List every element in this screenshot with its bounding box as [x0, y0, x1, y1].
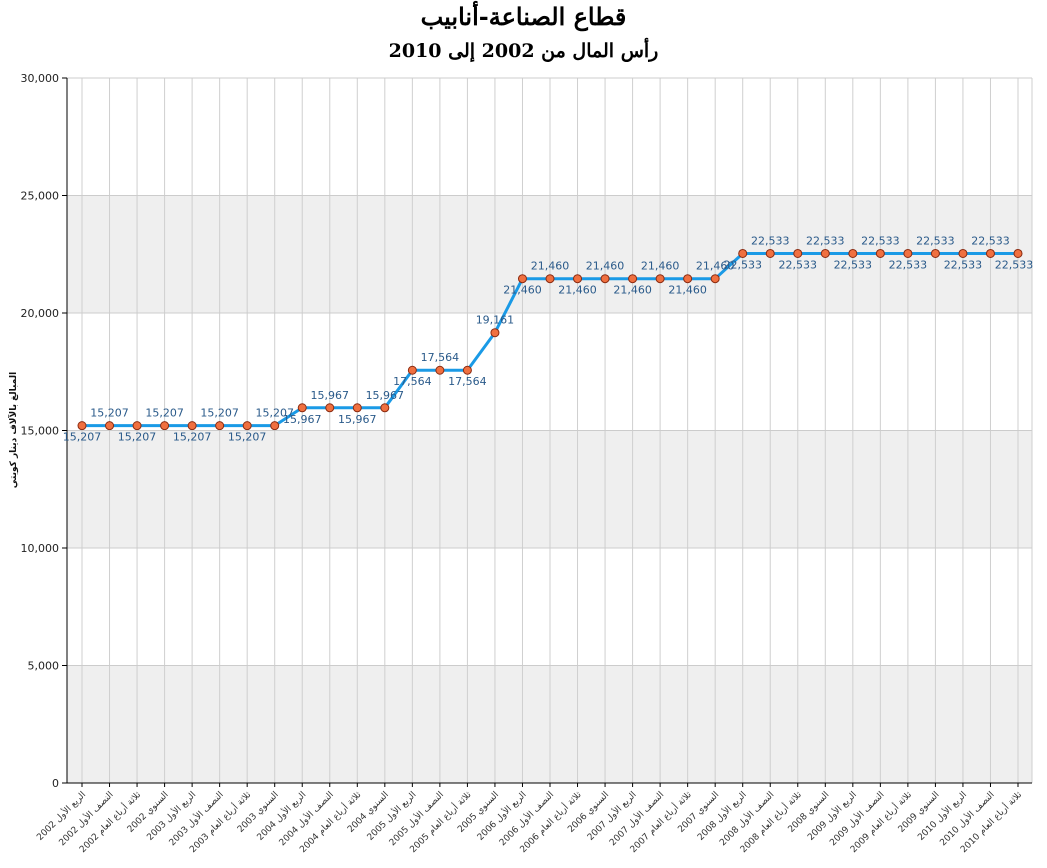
- data-label: 22,533: [889, 258, 928, 271]
- data-point: [930, 248, 940, 258]
- data-point: [573, 274, 583, 284]
- series-markers: [77, 248, 1023, 431]
- data-label: 15,967: [366, 389, 405, 402]
- data-point: [793, 248, 803, 258]
- data-label: 21,460: [641, 260, 680, 273]
- data-point: [407, 365, 417, 375]
- data-label: 15,207: [200, 407, 239, 420]
- y-tick-label: 15,000: [21, 425, 60, 438]
- data-point: [517, 274, 527, 284]
- data-label: 21,460: [668, 284, 707, 297]
- y-tick-label: 0: [52, 777, 59, 790]
- y-tick-label: 20,000: [21, 307, 60, 320]
- x-tick-label: 2008 الربع الأول: [695, 789, 749, 843]
- data-label: 22,533: [806, 234, 845, 247]
- data-point: [848, 248, 858, 258]
- data-point: [297, 403, 307, 413]
- data-label: 17,564: [393, 375, 432, 388]
- x-tick-label: 2009 الربع الأول: [805, 789, 859, 843]
- data-label: 22,533: [971, 234, 1010, 247]
- data-point: [160, 421, 170, 431]
- data-point: [77, 421, 87, 431]
- data-label: 22,533: [916, 234, 955, 247]
- data-point: [242, 421, 252, 431]
- y-tick-label: 5,000: [28, 660, 60, 673]
- x-tick-label: 2007 الربع الأول: [585, 789, 639, 843]
- data-label: 22,533: [834, 258, 873, 271]
- data-label: 17,564: [448, 375, 487, 388]
- data-point: [380, 403, 390, 413]
- x-tick-label: 2003 الربع الأول: [144, 789, 198, 843]
- data-point: [435, 365, 445, 375]
- chart-subtitle: رأس المال من 2002 إلى 2010: [388, 40, 659, 62]
- data-label: 21,460: [503, 284, 542, 297]
- data-label: 15,967: [283, 413, 322, 426]
- data-label: 19,161: [476, 314, 515, 327]
- data-point: [875, 248, 885, 258]
- data-label: 15,207: [255, 407, 294, 420]
- data-point: [710, 274, 720, 284]
- data-label: 15,207: [228, 431, 267, 444]
- data-point: [352, 403, 362, 413]
- data-point: [325, 403, 335, 413]
- data-point: [545, 274, 555, 284]
- data-point: [985, 248, 995, 258]
- data-point: [655, 274, 665, 284]
- data-point: [187, 421, 197, 431]
- y-axis-label: المبالغ بالآلاف دينار كويتي: [7, 372, 19, 488]
- data-point: [600, 274, 610, 284]
- data-label: 22,533: [779, 258, 818, 271]
- data-point: [738, 248, 748, 258]
- data-label: 22,533: [751, 234, 790, 247]
- data-label: 22,533: [995, 258, 1034, 271]
- data-label: 22,533: [944, 258, 983, 271]
- x-tick-label: 2002 الربع الأول: [34, 789, 88, 843]
- data-point: [105, 421, 115, 431]
- data-label: 21,460: [696, 260, 735, 273]
- data-labels: 15,207 15,207 15,207 15,207 15,207 15,207 15,2…: [63, 234, 1034, 443]
- data-label: 15,967: [338, 413, 377, 426]
- data-point: [270, 421, 280, 431]
- data-label: 15,207: [145, 407, 184, 420]
- data-label: 21,460: [586, 260, 625, 273]
- data-point: [490, 328, 500, 338]
- y-tick-labels: 0 5,000 10,000 15,000 20,000 25,000 30,000: [21, 72, 60, 790]
- y-tick-label: 10,000: [21, 542, 60, 555]
- data-label: 15,207: [173, 431, 212, 444]
- y-tick-label: 25,000: [21, 190, 60, 203]
- chart-title: قطاع الصناعة-أنابيب: [420, 2, 627, 31]
- x-tick-label: 2005 الربع الأول: [364, 789, 418, 843]
- data-label: 15,207: [90, 407, 129, 420]
- data-point: [765, 248, 775, 258]
- data-point: [958, 248, 968, 258]
- data-label: 22,533: [861, 234, 900, 247]
- data-point: [903, 248, 913, 258]
- data-point: [132, 421, 142, 431]
- data-point: [1013, 248, 1023, 258]
- data-label: 15,207: [63, 431, 102, 444]
- data-point: [215, 421, 225, 431]
- x-tick-label: 2006 الربع الأول: [474, 789, 528, 843]
- data-label: 15,207: [118, 431, 157, 444]
- x-tick-label: 2010 الربع الأول: [915, 789, 969, 843]
- data-point: [683, 274, 693, 284]
- data-label: 21,460: [558, 284, 597, 297]
- data-point: [820, 248, 830, 258]
- data-label: 21,460: [531, 260, 570, 273]
- data-label: 17,564: [421, 351, 460, 364]
- data-label: 15,967: [311, 389, 350, 402]
- data-label: 22,533: [723, 258, 762, 271]
- x-tick-label: 2004 الربع الأول: [254, 789, 308, 843]
- data-point: [462, 365, 472, 375]
- data-point: [628, 274, 638, 284]
- data-label: 21,460: [613, 284, 652, 297]
- y-tick-label: 30,000: [21, 72, 60, 85]
